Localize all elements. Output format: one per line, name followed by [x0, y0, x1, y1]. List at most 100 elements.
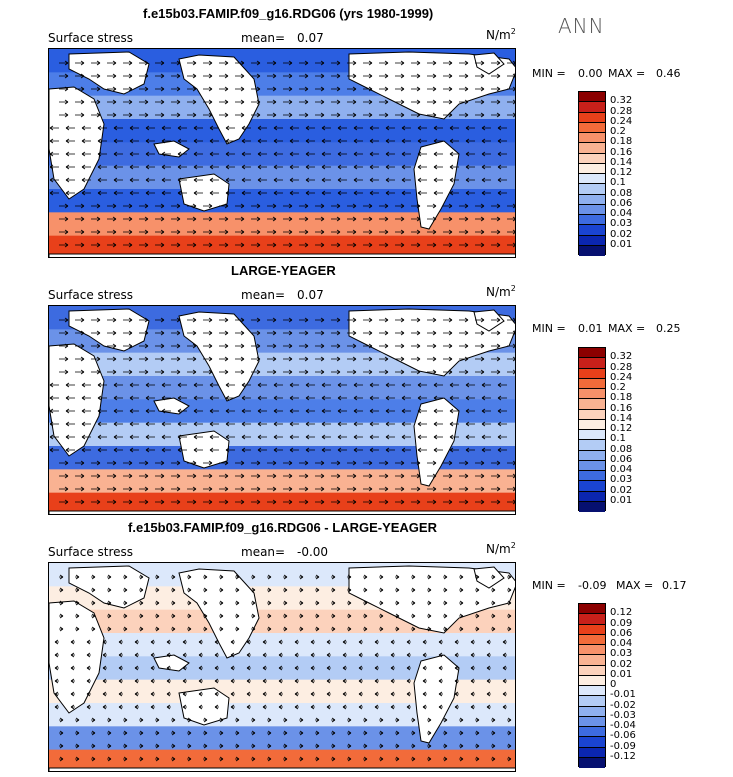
wind-arrow [235, 242, 245, 248]
wind-arrow [155, 730, 160, 736]
wind-arrow [145, 382, 155, 388]
wind-arrow [139, 574, 144, 580]
wind-arrow [273, 447, 283, 453]
wind-arrow [59, 60, 69, 66]
wind-arrow [411, 756, 416, 762]
wind-arrow [187, 330, 197, 336]
wind-arrow [326, 678, 331, 684]
colorbar-tick-label: 0 [610, 679, 617, 690]
wind-arrow [326, 704, 331, 710]
colorbar-tick-label: 0.08 [610, 187, 633, 199]
wind-arrow [283, 73, 293, 79]
wind-arrow [401, 177, 411, 183]
wind-arrow [59, 99, 69, 105]
wind-arrow [65, 164, 75, 170]
wind-arrow [347, 356, 357, 362]
wind-arrow [427, 86, 437, 92]
wind-arrow [315, 460, 325, 466]
wind-arrow [129, 421, 139, 427]
wind-arrow [283, 99, 293, 105]
wind-arrow [235, 216, 245, 222]
wind-arrow [166, 691, 171, 697]
wind-arrow [203, 229, 213, 235]
wind-arrow [251, 369, 261, 375]
wind-arrow [353, 382, 363, 388]
wind-arrow [54, 691, 59, 697]
wind-arrow [443, 743, 448, 749]
wind-arrow [443, 499, 453, 505]
panel-3-min-label: MIN = [532, 579, 566, 592]
wind-arrow [411, 600, 416, 606]
colorbar-tick-label: 0.09 [610, 617, 633, 629]
wind-arrow [449, 177, 459, 183]
wind-arrow [443, 717, 448, 723]
wind-arrow [278, 665, 283, 671]
wind-arrow [219, 60, 229, 66]
wind-arrow [459, 203, 469, 209]
wind-arrow [251, 112, 261, 118]
wind-arrow [283, 60, 293, 66]
wind-arrow [177, 190, 187, 196]
wind-arrow [198, 639, 203, 645]
wind-arrow [299, 86, 309, 92]
wind-arrow [86, 652, 91, 658]
wind-arrow [379, 743, 384, 749]
wind-arrow [283, 574, 288, 580]
wind-arrow [283, 203, 293, 209]
wind-arrow [422, 678, 427, 684]
wind-arrow [75, 216, 85, 222]
wind-arrow [123, 330, 133, 336]
wind-arrow [331, 460, 341, 466]
wind-arrow [118, 665, 123, 671]
wind-arrow [347, 216, 357, 222]
wind-arrow [155, 756, 160, 762]
colorbar-box [579, 450, 605, 461]
wind-arrow [267, 356, 277, 362]
wind-arrow [374, 652, 379, 658]
wind-arrow [299, 73, 309, 79]
wind-arrow [70, 665, 75, 671]
wind-arrow [481, 408, 491, 414]
wind-arrow [363, 574, 368, 580]
wind-arrow [449, 434, 459, 440]
wind-arrow [107, 600, 112, 606]
wind-arrow [310, 678, 315, 684]
wind-arrow [283, 486, 293, 492]
colorbar-box [579, 389, 605, 400]
units-text: N/m [486, 285, 511, 299]
wind-arrow [219, 216, 229, 222]
wind-arrow [491, 473, 501, 479]
wind-arrow [315, 600, 320, 606]
wind-arrow [417, 138, 427, 144]
wind-arrow [475, 600, 480, 606]
wind-arrow [417, 408, 427, 414]
wind-arrow [86, 678, 91, 684]
wind-arrow [315, 743, 320, 749]
wind-arrow [107, 460, 117, 466]
wind-arrow [347, 73, 357, 79]
wind-arrow [347, 717, 352, 723]
wind-arrow [331, 60, 341, 66]
wind-arrow [465, 434, 475, 440]
wind-arrow [129, 434, 139, 440]
wind-arrow [171, 587, 176, 593]
wind-arrow [155, 499, 165, 505]
wind-arrow [459, 73, 469, 79]
wind-arrow [91, 317, 101, 323]
wind-arrow [171, 99, 181, 105]
wind-arrow [427, 216, 437, 222]
wind-arrow [257, 447, 267, 453]
panel-3-map [48, 562, 516, 772]
wind-arrow [171, 756, 176, 762]
continent-outline [413, 654, 460, 744]
wind-arrow [91, 112, 101, 118]
wind-arrow [363, 486, 373, 492]
wind-arrow [219, 330, 229, 336]
panel-1-min-label: MIN = [532, 67, 566, 80]
wind-arrow [497, 177, 507, 183]
wind-arrow [363, 60, 373, 66]
wind-arrow [187, 99, 197, 105]
wind-arrow [59, 229, 69, 235]
wind-arrow [129, 447, 139, 453]
wind-arrow [395, 486, 405, 492]
